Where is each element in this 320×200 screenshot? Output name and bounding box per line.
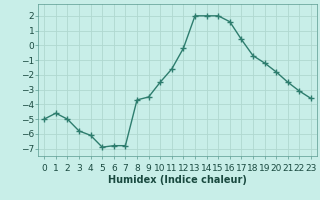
X-axis label: Humidex (Indice chaleur): Humidex (Indice chaleur) bbox=[108, 175, 247, 185]
